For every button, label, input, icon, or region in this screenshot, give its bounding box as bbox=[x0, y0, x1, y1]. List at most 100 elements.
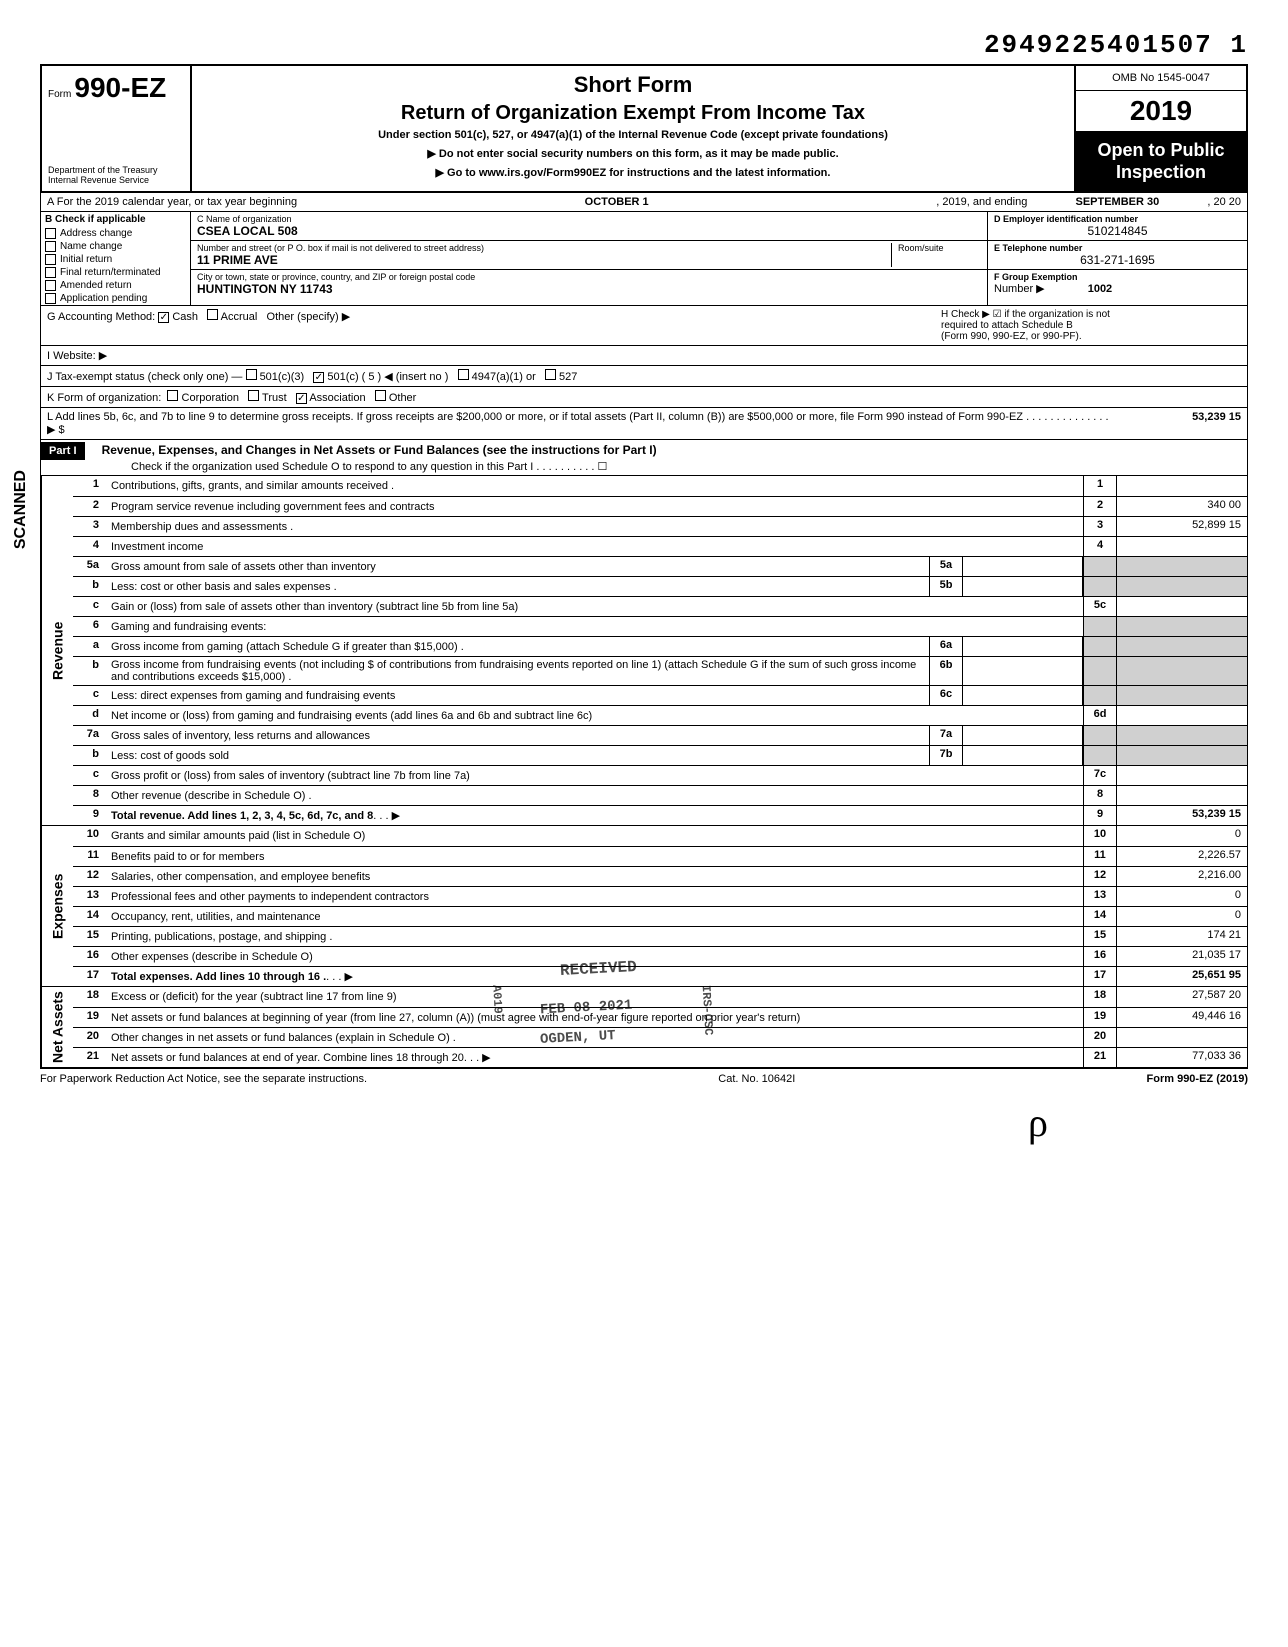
mid-line-value bbox=[963, 726, 1083, 745]
chk-527[interactable] bbox=[545, 369, 556, 380]
row-a-mid: , 2019, and ending bbox=[936, 196, 1027, 208]
tax-year-end: SEPTEMBER 30 bbox=[1027, 196, 1207, 208]
column-b: B Check if applicable Address change Nam… bbox=[41, 212, 191, 305]
line-number: 3 bbox=[73, 517, 103, 536]
chk-final-return[interactable]: Final return/terminated bbox=[41, 266, 190, 279]
mid-line-value bbox=[963, 577, 1083, 596]
line-number: d bbox=[73, 706, 103, 725]
chk-4947[interactable] bbox=[458, 369, 469, 380]
opt-association: Association bbox=[309, 392, 365, 404]
right-line-number: 6d bbox=[1083, 706, 1117, 725]
line-text: Net assets or fund balances at end of ye… bbox=[103, 1048, 1083, 1067]
right-line-number: 11 bbox=[1083, 847, 1117, 866]
part-1-label: Part I bbox=[41, 442, 85, 460]
right-line-number: 3 bbox=[1083, 517, 1117, 536]
line-text: Grants and similar amounts paid (list in… bbox=[103, 826, 1083, 846]
right-line-value bbox=[1117, 786, 1247, 805]
opt-4947: 4947(a)(1) or bbox=[472, 371, 536, 383]
footer-catalog: Cat. No. 10642I bbox=[718, 1073, 795, 1085]
col-b-heading: B Check if applicable bbox=[41, 212, 190, 227]
chk-501c3[interactable] bbox=[246, 369, 257, 380]
chk-address-change[interactable]: Address change bbox=[41, 227, 190, 240]
footer-left: For Paperwork Reduction Act Notice, see … bbox=[40, 1073, 367, 1085]
line-row: aGross income from gaming (attach Schedu… bbox=[73, 636, 1247, 656]
line-row: cLess: direct expenses from gaming and f… bbox=[73, 685, 1247, 705]
chk-corporation[interactable] bbox=[167, 390, 178, 401]
dept-treasury: Department of the Treasury bbox=[48, 165, 184, 175]
chk-cash[interactable] bbox=[158, 312, 169, 323]
chk-accrual[interactable] bbox=[207, 309, 218, 320]
line-number: 11 bbox=[73, 847, 103, 866]
expenses-section: Expenses 10Grants and similar amounts pa… bbox=[40, 826, 1248, 987]
chk-name-change[interactable]: Name change bbox=[41, 240, 190, 253]
right-line-number: 4 bbox=[1083, 537, 1117, 556]
line-number: 18 bbox=[73, 987, 103, 1007]
line-row: 16Other expenses (describe in Schedule O… bbox=[73, 946, 1247, 966]
right-line-number: 12 bbox=[1083, 867, 1117, 886]
subtitle: Under section 501(c), 527, or 4947(a)(1)… bbox=[202, 129, 1064, 141]
scanned-stamp: SCANNED bbox=[12, 470, 30, 549]
line-row: bLess: cost or other basis and sales exp… bbox=[73, 576, 1247, 596]
right-line-value bbox=[1117, 657, 1247, 685]
row-a-prefix: A For the 2019 calendar year, or tax yea… bbox=[47, 196, 297, 208]
line-text: Occupancy, rent, utilities, and maintena… bbox=[103, 907, 1083, 926]
line-row: 9Total revenue. Add lines 1, 2, 3, 4, 5c… bbox=[73, 805, 1247, 825]
right-line-number: 18 bbox=[1083, 987, 1117, 1007]
right-line-value: 21,035 17 bbox=[1117, 947, 1247, 966]
right-line-number: 10 bbox=[1083, 826, 1117, 846]
chk-application-pending[interactable]: Application pending bbox=[41, 292, 190, 305]
line-text: Gross sales of inventory, less returns a… bbox=[103, 726, 929, 745]
chk-501c[interactable] bbox=[313, 372, 324, 383]
chk-amended-return[interactable]: Amended return bbox=[41, 279, 190, 292]
line-row: 19Net assets or fund balances at beginni… bbox=[73, 1007, 1247, 1027]
form-org-label: K Form of organization: bbox=[47, 392, 161, 404]
right-line-value bbox=[1117, 537, 1247, 556]
right-line-value: 0 bbox=[1117, 907, 1247, 926]
right-line-value bbox=[1117, 746, 1247, 765]
line-number: 10 bbox=[73, 826, 103, 846]
right-line-number: 8 bbox=[1083, 786, 1117, 805]
group-exemption-label: F Group Exemption bbox=[994, 272, 1078, 282]
line-number: 20 bbox=[73, 1028, 103, 1047]
right-line-number: 2 bbox=[1083, 497, 1117, 516]
line-text: Total revenue. Add lines 1, 2, 3, 4, 5c,… bbox=[103, 806, 1083, 825]
chk-initial-return[interactable]: Initial return bbox=[41, 253, 190, 266]
column-c: C Name of organization CSEA LOCAL 508 Nu… bbox=[191, 212, 987, 305]
line-number: c bbox=[73, 766, 103, 785]
phone-value: 631-271-1695 bbox=[994, 253, 1241, 267]
line-row: 14Occupancy, rent, utilities, and mainte… bbox=[73, 906, 1247, 926]
right-line-value bbox=[1117, 686, 1247, 705]
right-line-value: 174 21 bbox=[1117, 927, 1247, 946]
url-note: ▶ Go to www.irs.gov/Form990EZ for instru… bbox=[202, 166, 1064, 179]
line-row: 7aGross sales of inventory, less returns… bbox=[73, 725, 1247, 745]
netassets-side-label: Net Assets bbox=[41, 987, 73, 1067]
right-line-number bbox=[1083, 746, 1117, 765]
line-text: Other changes in net assets or fund bala… bbox=[103, 1028, 1083, 1047]
right-line-number bbox=[1083, 557, 1117, 576]
line-row: 20Other changes in net assets or fund ba… bbox=[73, 1027, 1247, 1047]
row-l-value: 53,239 15 bbox=[1111, 411, 1241, 436]
city-label: City or town, state or province, country… bbox=[197, 272, 475, 282]
mid-line-number: 7a bbox=[929, 726, 963, 745]
section-bcdef: B Check if applicable Address change Nam… bbox=[40, 212, 1248, 306]
right-line-value: 77,033 36 bbox=[1117, 1048, 1247, 1067]
row-l-gross-receipts: L Add lines 5b, 6c, and 7b to line 9 to … bbox=[40, 408, 1248, 440]
right-line-number bbox=[1083, 577, 1117, 596]
right-line-number: 5c bbox=[1083, 597, 1117, 616]
chk-association[interactable] bbox=[296, 393, 307, 404]
right-line-number: 1 bbox=[1083, 476, 1117, 496]
line-text: Net income or (loss) from gaming and fun… bbox=[103, 706, 1083, 725]
right-line-value: 25,651 95 bbox=[1117, 967, 1247, 986]
line-row: 1Contributions, gifts, grants, and simil… bbox=[73, 476, 1247, 496]
ssn-note: ▶ Do not enter social security numbers o… bbox=[202, 147, 1064, 160]
chk-trust[interactable] bbox=[248, 390, 259, 401]
right-line-number: 7c bbox=[1083, 766, 1117, 785]
line-text: Total expenses. Add lines 10 through 16 … bbox=[103, 967, 1083, 986]
chk-other-org[interactable] bbox=[375, 390, 386, 401]
right-line-value bbox=[1117, 706, 1247, 725]
line-number: c bbox=[73, 686, 103, 705]
line-text: Gross amount from sale of assets other t… bbox=[103, 557, 929, 576]
line-row: bGross income from fundraising events (n… bbox=[73, 656, 1247, 685]
line-text: Contributions, gifts, grants, and simila… bbox=[103, 476, 1083, 496]
line-row: bLess: cost of goods sold7b bbox=[73, 745, 1247, 765]
